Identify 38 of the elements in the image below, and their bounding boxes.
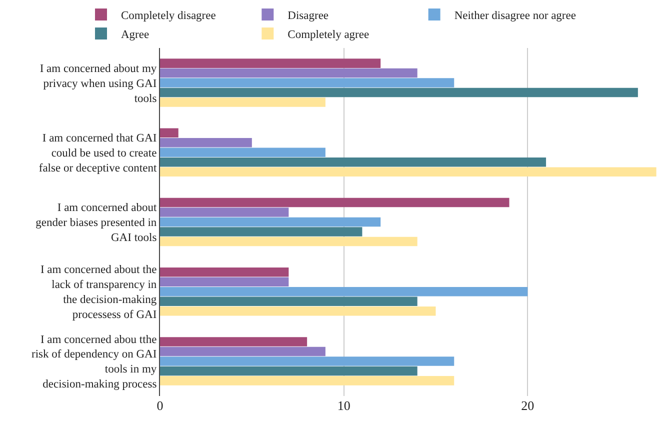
y-tick-label: I am concerned abou tthe risk of dependency on GAI tools in my decision-making process	[32, 334, 158, 391]
bar	[160, 208, 289, 217]
bar	[160, 296, 418, 306]
bar	[160, 366, 418, 376]
x-tick-label: 20	[521, 398, 534, 413]
bar	[160, 78, 454, 88]
bar	[160, 286, 528, 296]
bar	[160, 346, 326, 356]
legend-label: Completely agree	[288, 28, 370, 41]
bar	[160, 167, 656, 177]
y-tick-label: I am concerned about the lack of transparency in the decision-making processess of GAI	[40, 264, 157, 322]
y-tick-label: I am concerned that GAI could be used to create false or deceptive content	[38, 132, 158, 174]
bar	[160, 227, 362, 236]
bar	[160, 148, 326, 158]
bar	[160, 158, 546, 167]
x-tick-label: 10	[337, 398, 350, 413]
bar	[160, 198, 510, 208]
legend-label: Neither disagree nor agree	[454, 10, 576, 22]
bar	[160, 58, 381, 68]
bar	[160, 376, 454, 386]
x-tick-label: 0	[156, 398, 164, 413]
bar	[160, 128, 178, 138]
bar	[160, 306, 436, 316]
bar	[160, 277, 289, 286]
bar	[160, 337, 308, 346]
bar	[160, 217, 381, 227]
bar	[160, 68, 418, 78]
bar	[160, 356, 454, 366]
legend-label: Completely disagree	[121, 10, 216, 22]
bar	[160, 98, 326, 107]
bar	[160, 138, 252, 148]
bar	[160, 267, 289, 277]
legend-label: Disagree	[288, 10, 329, 22]
bar	[160, 236, 418, 246]
legend-label: Agree	[121, 28, 150, 41]
y-tick-label: I am concerned about my privacy when using GAI tools	[40, 62, 158, 105]
y-tick-label: I am concerned about gender biases presented in GAI tools	[36, 202, 158, 244]
bar	[160, 88, 638, 98]
